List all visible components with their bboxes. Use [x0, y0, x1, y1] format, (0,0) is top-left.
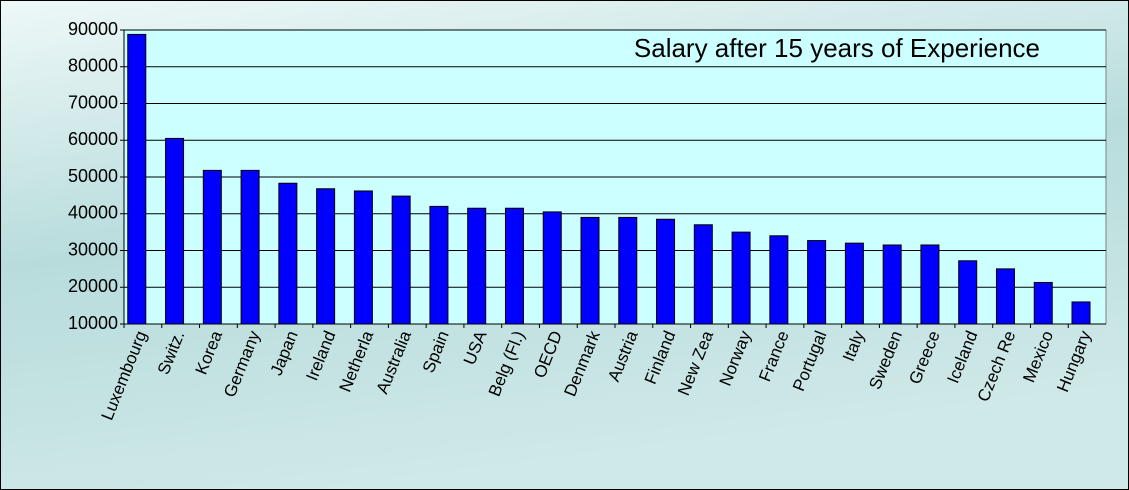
chart-title: Salary after 15 years of Experience: [634, 33, 1040, 63]
bar: [844, 242, 864, 325]
bar: [202, 169, 222, 325]
bar: [731, 231, 751, 325]
bar: [504, 207, 524, 325]
bar: [580, 216, 600, 325]
bar: [656, 218, 676, 325]
bar: [429, 205, 449, 325]
bar: [316, 188, 336, 325]
bar: [467, 207, 487, 325]
bar: [240, 169, 260, 325]
y-tick-label: 60000: [68, 129, 118, 149]
bar: [165, 137, 185, 325]
bar: [958, 260, 978, 325]
y-tick-label: 80000: [68, 56, 118, 76]
y-tick-label: 10000: [68, 313, 118, 333]
bar: [995, 268, 1015, 325]
bar: [278, 182, 298, 325]
bar: [353, 190, 373, 325]
bar: [807, 240, 827, 325]
y-tick-label: 90000: [68, 19, 118, 39]
bar: [693, 224, 713, 325]
y-tick-label: 20000: [68, 276, 118, 296]
bar: [920, 244, 940, 325]
bar: [1033, 281, 1053, 325]
y-tick-label: 30000: [68, 239, 118, 259]
bar: [391, 195, 411, 325]
bar: [618, 216, 638, 325]
bar: [127, 33, 147, 325]
bar: [1071, 301, 1091, 325]
y-tick-label: 70000: [68, 92, 118, 112]
y-tick-label: 50000: [68, 166, 118, 186]
bar: [769, 235, 789, 325]
bar: [882, 244, 902, 325]
bar: [542, 211, 562, 325]
y-tick-label: 40000: [68, 203, 118, 223]
